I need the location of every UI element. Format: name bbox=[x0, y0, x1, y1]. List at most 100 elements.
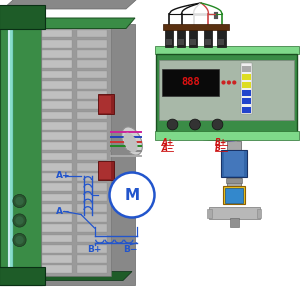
Ellipse shape bbox=[122, 127, 142, 155]
FancyBboxPatch shape bbox=[189, 29, 197, 46]
Text: B−: B− bbox=[214, 144, 227, 153]
FancyBboxPatch shape bbox=[165, 29, 173, 46]
FancyBboxPatch shape bbox=[226, 190, 242, 195]
FancyBboxPatch shape bbox=[76, 91, 106, 99]
FancyBboxPatch shape bbox=[76, 81, 106, 88]
FancyBboxPatch shape bbox=[242, 66, 251, 72]
FancyBboxPatch shape bbox=[76, 40, 106, 47]
FancyBboxPatch shape bbox=[42, 132, 72, 140]
FancyBboxPatch shape bbox=[162, 69, 219, 96]
Circle shape bbox=[212, 119, 223, 130]
FancyBboxPatch shape bbox=[99, 96, 111, 112]
FancyBboxPatch shape bbox=[42, 194, 72, 201]
FancyBboxPatch shape bbox=[76, 245, 106, 253]
Polygon shape bbox=[0, 272, 132, 280]
FancyBboxPatch shape bbox=[0, 267, 45, 285]
FancyBboxPatch shape bbox=[42, 214, 72, 222]
FancyBboxPatch shape bbox=[178, 39, 184, 45]
FancyBboxPatch shape bbox=[0, 15, 42, 285]
Text: B−: B− bbox=[123, 244, 138, 253]
Polygon shape bbox=[3, 0, 141, 9]
Text: 888: 888 bbox=[181, 77, 200, 88]
FancyBboxPatch shape bbox=[42, 50, 72, 58]
FancyBboxPatch shape bbox=[154, 131, 298, 140]
Ellipse shape bbox=[124, 133, 137, 152]
FancyBboxPatch shape bbox=[98, 160, 114, 180]
FancyBboxPatch shape bbox=[207, 208, 211, 217]
Text: B+: B+ bbox=[214, 138, 227, 147]
Circle shape bbox=[110, 172, 154, 218]
FancyBboxPatch shape bbox=[42, 122, 72, 130]
FancyBboxPatch shape bbox=[226, 166, 242, 171]
FancyBboxPatch shape bbox=[76, 112, 106, 119]
FancyBboxPatch shape bbox=[98, 94, 114, 114]
FancyBboxPatch shape bbox=[76, 50, 106, 58]
FancyBboxPatch shape bbox=[166, 39, 172, 45]
Circle shape bbox=[15, 236, 24, 244]
FancyBboxPatch shape bbox=[76, 255, 106, 263]
FancyBboxPatch shape bbox=[242, 63, 252, 114]
FancyBboxPatch shape bbox=[76, 163, 106, 170]
FancyBboxPatch shape bbox=[76, 70, 106, 78]
FancyBboxPatch shape bbox=[242, 98, 251, 104]
FancyBboxPatch shape bbox=[227, 141, 241, 204]
FancyBboxPatch shape bbox=[42, 224, 72, 232]
FancyBboxPatch shape bbox=[76, 204, 106, 212]
FancyBboxPatch shape bbox=[156, 54, 297, 132]
FancyBboxPatch shape bbox=[218, 39, 224, 45]
FancyBboxPatch shape bbox=[76, 224, 106, 232]
FancyBboxPatch shape bbox=[242, 90, 251, 96]
FancyBboxPatch shape bbox=[76, 173, 106, 181]
FancyBboxPatch shape bbox=[223, 186, 245, 204]
FancyBboxPatch shape bbox=[12, 24, 135, 285]
Text: B+: B+ bbox=[87, 244, 102, 253]
FancyBboxPatch shape bbox=[242, 74, 251, 80]
Circle shape bbox=[167, 119, 178, 130]
FancyBboxPatch shape bbox=[42, 142, 72, 150]
FancyBboxPatch shape bbox=[76, 142, 106, 150]
Circle shape bbox=[232, 80, 236, 85]
FancyBboxPatch shape bbox=[208, 207, 260, 219]
FancyBboxPatch shape bbox=[225, 188, 243, 202]
FancyBboxPatch shape bbox=[42, 30, 72, 37]
Circle shape bbox=[221, 80, 226, 85]
Circle shape bbox=[15, 197, 24, 205]
FancyBboxPatch shape bbox=[42, 265, 72, 273]
FancyBboxPatch shape bbox=[76, 101, 106, 109]
Circle shape bbox=[13, 233, 26, 247]
FancyBboxPatch shape bbox=[224, 152, 244, 176]
FancyBboxPatch shape bbox=[159, 60, 294, 120]
FancyBboxPatch shape bbox=[190, 39, 196, 45]
FancyBboxPatch shape bbox=[99, 162, 111, 178]
FancyBboxPatch shape bbox=[221, 150, 247, 177]
FancyBboxPatch shape bbox=[8, 27, 10, 273]
FancyBboxPatch shape bbox=[42, 101, 72, 109]
FancyBboxPatch shape bbox=[217, 29, 226, 46]
FancyBboxPatch shape bbox=[42, 235, 72, 242]
FancyBboxPatch shape bbox=[76, 194, 106, 201]
FancyBboxPatch shape bbox=[42, 245, 72, 253]
FancyBboxPatch shape bbox=[76, 183, 106, 191]
Circle shape bbox=[13, 214, 26, 227]
Circle shape bbox=[15, 216, 24, 225]
Circle shape bbox=[227, 80, 231, 85]
FancyBboxPatch shape bbox=[177, 29, 185, 46]
FancyBboxPatch shape bbox=[242, 106, 251, 112]
Circle shape bbox=[190, 119, 200, 130]
Text: A+: A+ bbox=[161, 138, 174, 147]
FancyBboxPatch shape bbox=[226, 178, 242, 183]
Text: A+: A+ bbox=[56, 171, 70, 180]
FancyBboxPatch shape bbox=[76, 30, 106, 37]
FancyBboxPatch shape bbox=[42, 81, 72, 88]
FancyBboxPatch shape bbox=[42, 255, 72, 263]
FancyBboxPatch shape bbox=[42, 153, 72, 160]
FancyBboxPatch shape bbox=[76, 122, 106, 130]
FancyBboxPatch shape bbox=[76, 265, 106, 273]
FancyBboxPatch shape bbox=[204, 29, 212, 46]
FancyBboxPatch shape bbox=[42, 163, 72, 170]
FancyBboxPatch shape bbox=[42, 91, 72, 99]
FancyBboxPatch shape bbox=[230, 218, 238, 226]
FancyBboxPatch shape bbox=[76, 235, 106, 242]
FancyBboxPatch shape bbox=[42, 112, 72, 119]
FancyBboxPatch shape bbox=[42, 173, 72, 181]
